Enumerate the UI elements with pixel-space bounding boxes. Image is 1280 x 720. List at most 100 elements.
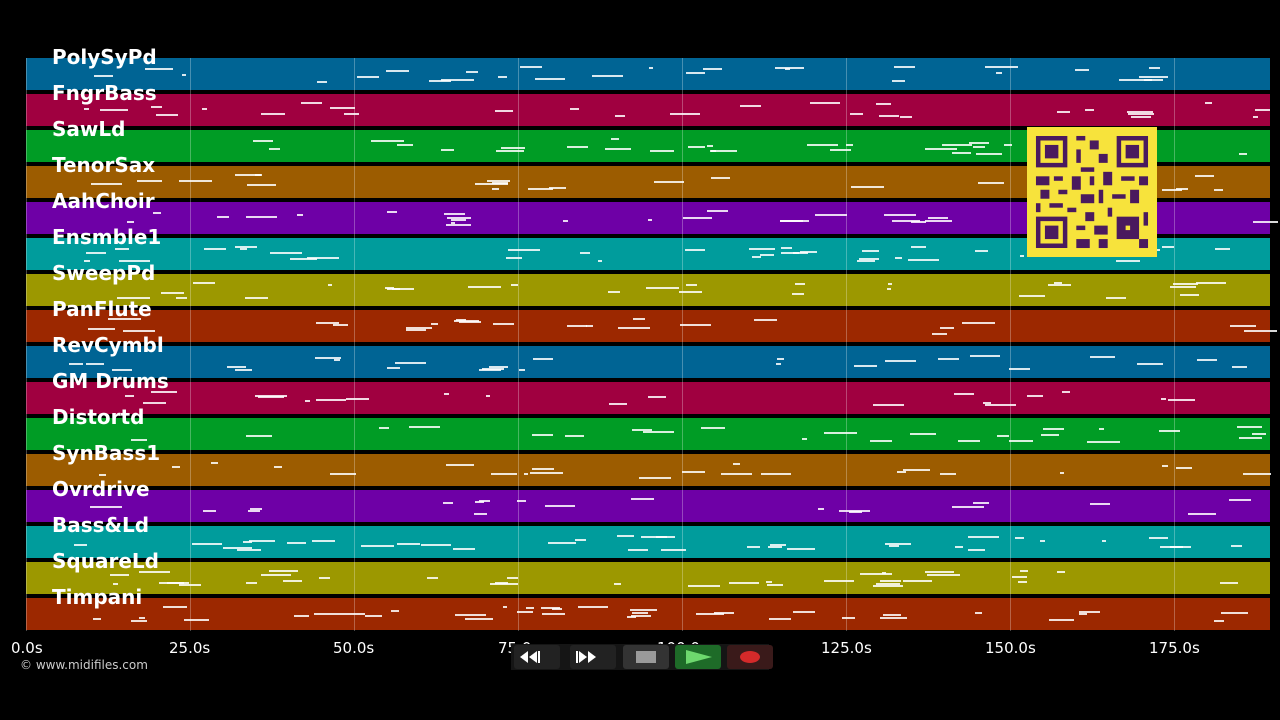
note-mark — [1149, 67, 1160, 69]
note-mark — [517, 611, 533, 613]
note-mark — [911, 221, 926, 223]
note-mark — [88, 328, 115, 330]
note-mark — [475, 501, 484, 503]
time-gridline — [190, 58, 191, 631]
note-mark — [880, 580, 901, 582]
note-mark — [385, 287, 394, 289]
note-mark — [489, 366, 508, 368]
time-gridline — [846, 58, 847, 631]
note-mark — [1087, 441, 1120, 443]
note-mark — [925, 220, 952, 222]
note-mark — [379, 427, 389, 429]
note-mark — [151, 106, 162, 108]
note-mark — [545, 505, 575, 507]
note-mark — [815, 214, 847, 216]
piano-roll — [26, 58, 1278, 632]
note-mark — [768, 546, 782, 548]
note-mark — [223, 547, 252, 549]
note-mark — [283, 580, 302, 582]
note-mark — [1004, 144, 1012, 146]
note-mark — [1214, 189, 1223, 191]
note-mark — [357, 76, 379, 78]
note-mark — [598, 260, 602, 262]
track-label: Ovrdrive — [52, 477, 150, 501]
note-mark — [618, 327, 650, 329]
note-mark — [161, 292, 184, 294]
transport-bar — [511, 644, 773, 670]
note-mark — [524, 473, 528, 475]
note-mark — [1168, 399, 1195, 401]
note-mark — [443, 502, 453, 504]
note-mark — [397, 144, 413, 146]
note-mark — [1196, 282, 1226, 284]
note-mark — [250, 508, 262, 510]
note-mark — [1162, 246, 1174, 248]
time-tick: 0.0s — [11, 639, 43, 657]
note-mark — [455, 614, 486, 616]
note-mark — [1090, 503, 1110, 505]
note-mark — [1252, 433, 1266, 435]
note-mark — [1019, 295, 1045, 297]
note-mark — [975, 250, 988, 252]
play-button[interactable] — [675, 645, 721, 669]
note-mark — [781, 252, 799, 254]
time-gridline — [1174, 58, 1175, 631]
note-mark — [1090, 356, 1115, 358]
note-mark — [860, 573, 892, 575]
rewind-button[interactable] — [514, 645, 560, 669]
note-mark — [688, 146, 705, 148]
track-lane — [26, 382, 1270, 416]
note-mark — [925, 571, 954, 573]
track-lane — [26, 454, 1270, 488]
fast-forward-button[interactable] — [570, 645, 616, 669]
note-mark — [84, 260, 90, 262]
play-icon — [686, 650, 712, 664]
note-mark — [1099, 428, 1104, 430]
note-mark — [361, 545, 394, 547]
note-mark — [115, 248, 129, 250]
note-mark — [519, 369, 525, 371]
note-mark — [810, 102, 840, 104]
note-mark — [1230, 325, 1256, 327]
note-mark — [91, 183, 122, 185]
note-mark — [985, 404, 1016, 406]
note-mark — [983, 402, 991, 404]
note-mark — [184, 619, 209, 621]
note-mark — [631, 498, 654, 500]
note-mark — [1176, 188, 1188, 190]
note-mark — [1214, 620, 1224, 622]
note-mark — [649, 67, 653, 69]
note-mark — [903, 580, 932, 582]
note-mark — [235, 369, 252, 371]
stop-icon — [636, 651, 656, 663]
note-mark — [108, 318, 141, 320]
note-mark — [123, 330, 155, 332]
note-mark — [586, 325, 593, 327]
note-mark — [1139, 76, 1168, 78]
note-mark — [387, 367, 400, 369]
note-mark — [876, 583, 900, 585]
note-mark — [217, 216, 229, 218]
note-mark — [316, 399, 346, 401]
note-mark — [851, 186, 884, 188]
note-mark — [182, 74, 186, 76]
record-button[interactable] — [727, 645, 773, 669]
note-mark — [1106, 297, 1126, 299]
note-mark — [427, 577, 438, 579]
note-mark — [94, 75, 113, 77]
note-mark — [842, 617, 855, 619]
note-mark — [942, 144, 972, 146]
note-mark — [246, 216, 277, 218]
note-mark — [932, 333, 947, 335]
note-mark — [1075, 69, 1089, 71]
note-mark — [1161, 398, 1166, 400]
note-mark — [925, 148, 957, 150]
note-mark — [246, 582, 257, 584]
note-mark — [1079, 613, 1087, 615]
note-mark — [125, 395, 134, 397]
note-mark — [766, 581, 772, 583]
note-mark — [876, 103, 891, 105]
note-mark — [429, 80, 451, 82]
stop-button[interactable] — [623, 645, 669, 669]
note-mark — [661, 549, 686, 551]
